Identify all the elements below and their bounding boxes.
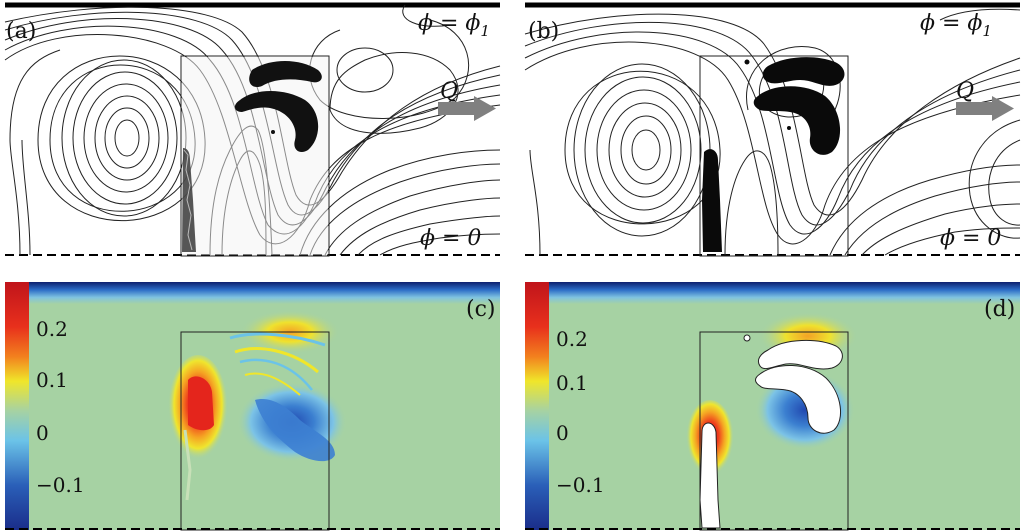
solid-column bbox=[182, 148, 196, 252]
colorbar-tick: −0.1 bbox=[36, 473, 85, 497]
colorbar-tick: 0.1 bbox=[556, 371, 588, 395]
measurement-box bbox=[180, 331, 330, 531]
colorbar-tick: 0 bbox=[36, 421, 49, 445]
panel-c: 0.2 0.1 0 −0.1 (c) bbox=[5, 282, 500, 531]
top-boundary-label: ϕ = ϕ1 bbox=[920, 11, 992, 40]
solid-blob-lower bbox=[753, 86, 841, 155]
solid-blob-lower bbox=[234, 91, 319, 152]
colorbar-tick: 0.2 bbox=[556, 327, 588, 351]
measurement-box bbox=[699, 55, 849, 257]
measurement-box bbox=[699, 331, 849, 531]
flux-arrow bbox=[956, 96, 1014, 121]
colorbar bbox=[525, 282, 549, 530]
panel-d: 0.2 0.1 0 −0.1 (d) bbox=[525, 282, 1020, 531]
top-band bbox=[525, 282, 1020, 304]
panel-label: (d) bbox=[984, 297, 1015, 322]
flux-label: Q bbox=[440, 79, 458, 104]
bottom-boundary-label: ϕ = 0 bbox=[940, 226, 1001, 251]
solid-blob-upper bbox=[249, 61, 322, 88]
top-band bbox=[5, 282, 500, 304]
panel-label: (c) bbox=[466, 297, 496, 322]
solid-blob-upper bbox=[762, 57, 845, 86]
panel-label: (b) bbox=[528, 19, 559, 44]
solid-blob-upper bbox=[757, 339, 843, 370]
solid-blob-lower bbox=[755, 364, 842, 434]
colorbar-tick: 0.1 bbox=[36, 368, 68, 392]
colorbar bbox=[5, 282, 29, 530]
panel-a: (a) ϕ = ϕ1 Q ϕ = 0 bbox=[4, 2, 501, 257]
panel-b: (b) ϕ = ϕ1 Q ϕ = 0 bbox=[524, 2, 1021, 257]
panel-label: (a) bbox=[6, 19, 36, 44]
flux-label: Q bbox=[956, 79, 974, 104]
colorbar-tick: 0.2 bbox=[36, 317, 68, 341]
top-boundary-label: ϕ = ϕ1 bbox=[418, 11, 490, 40]
measurement-box bbox=[180, 55, 330, 257]
streamlines bbox=[524, 8, 1021, 256]
colorbar-tick: 0 bbox=[556, 421, 569, 445]
solid-column bbox=[702, 149, 722, 252]
flux-arrow bbox=[438, 96, 496, 121]
bottom-boundary-label: ϕ = 0 bbox=[420, 226, 481, 251]
colorbar-tick: −0.1 bbox=[556, 473, 605, 497]
